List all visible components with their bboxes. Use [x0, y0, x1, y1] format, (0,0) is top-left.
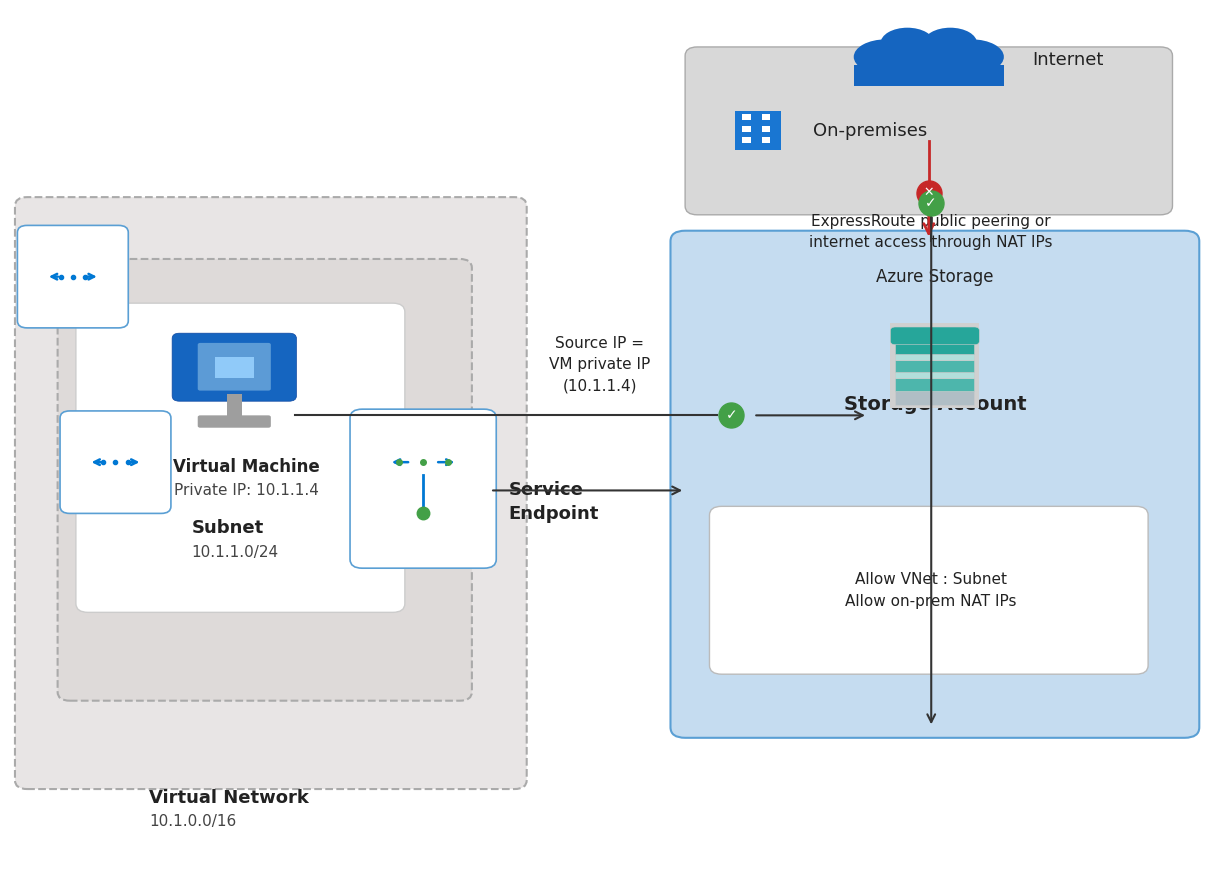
FancyBboxPatch shape — [671, 231, 1200, 738]
FancyBboxPatch shape — [198, 343, 271, 390]
Text: Storage Account: Storage Account — [843, 396, 1026, 414]
Bar — [890, 324, 979, 408]
Ellipse shape — [923, 28, 977, 59]
FancyBboxPatch shape — [58, 259, 472, 701]
Text: Private IP: 10.1.1.4: Private IP: 10.1.1.4 — [174, 483, 319, 498]
Bar — [761, 114, 770, 120]
Bar — [895, 354, 974, 360]
Text: On-premises: On-premises — [813, 122, 928, 140]
Text: Virtual Network: Virtual Network — [149, 789, 308, 807]
Bar — [743, 114, 750, 120]
Text: ExpressRoute public peering or
internet access through NAT IPs: ExpressRoute public peering or internet … — [809, 214, 1053, 251]
FancyBboxPatch shape — [350, 409, 496, 568]
FancyBboxPatch shape — [685, 47, 1173, 215]
Bar — [895, 360, 974, 372]
Text: Internet: Internet — [1032, 52, 1104, 69]
Bar — [895, 372, 974, 378]
Text: ✓: ✓ — [925, 196, 938, 211]
FancyBboxPatch shape — [853, 65, 1004, 86]
Ellipse shape — [853, 39, 918, 75]
Text: Service
Endpoint: Service Endpoint — [508, 481, 599, 523]
Ellipse shape — [886, 44, 972, 86]
FancyBboxPatch shape — [214, 357, 253, 378]
Text: Allow VNet : Subnet
Allow on-prem NAT IPs: Allow VNet : Subnet Allow on-prem NAT IP… — [846, 572, 1017, 609]
Text: Source IP =
VM private IP
(10.1.1.4): Source IP = VM private IP (10.1.1.4) — [550, 337, 650, 394]
Bar — [895, 390, 974, 404]
Ellipse shape — [880, 28, 934, 59]
Text: Virtual Machine: Virtual Machine — [173, 458, 319, 476]
Bar — [895, 336, 974, 354]
Ellipse shape — [940, 39, 1004, 75]
Bar — [761, 125, 770, 132]
Bar — [743, 125, 750, 132]
FancyBboxPatch shape — [15, 197, 526, 789]
Text: 10.1.0.0/16: 10.1.0.0/16 — [149, 814, 236, 829]
FancyBboxPatch shape — [710, 507, 1148, 674]
Text: Subnet: Subnet — [192, 519, 264, 538]
FancyBboxPatch shape — [17, 226, 129, 328]
FancyBboxPatch shape — [60, 411, 171, 514]
Text: ✕: ✕ — [924, 186, 934, 199]
FancyBboxPatch shape — [76, 303, 405, 613]
Bar — [743, 137, 750, 143]
FancyBboxPatch shape — [173, 333, 296, 401]
FancyBboxPatch shape — [890, 327, 979, 345]
FancyBboxPatch shape — [198, 415, 271, 428]
Bar — [895, 378, 974, 390]
Bar — [761, 137, 770, 143]
FancyBboxPatch shape — [226, 394, 241, 420]
Bar — [736, 111, 781, 150]
Text: Azure Storage: Azure Storage — [876, 268, 994, 285]
Text: ✓: ✓ — [726, 408, 737, 422]
Text: 10.1.1.0/24: 10.1.1.0/24 — [192, 545, 279, 560]
